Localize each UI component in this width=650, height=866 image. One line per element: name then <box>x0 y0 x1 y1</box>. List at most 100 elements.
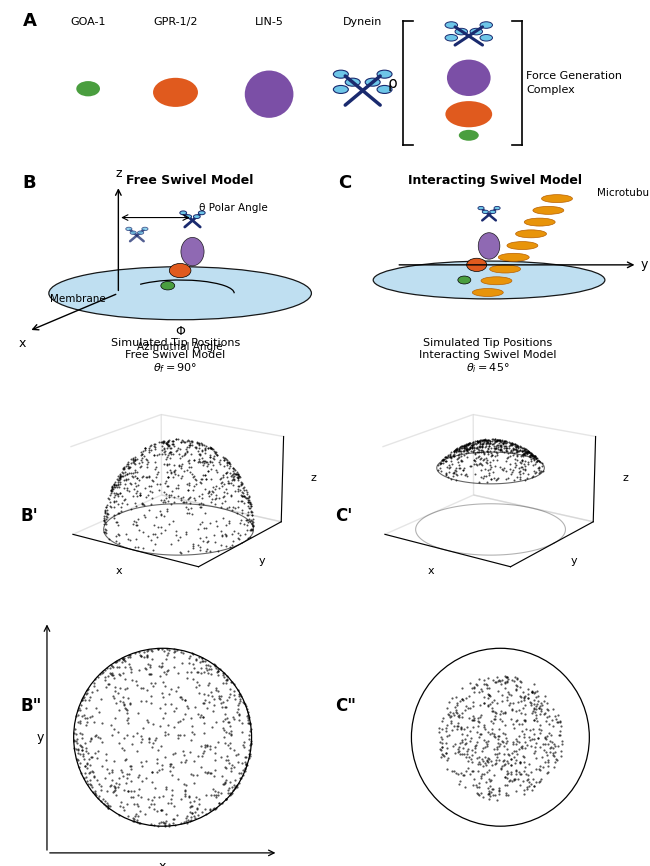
Point <box>136 729 146 743</box>
Point <box>480 758 491 772</box>
Point <box>150 803 160 817</box>
Point <box>143 714 153 728</box>
Point <box>83 746 94 759</box>
Point <box>211 788 221 802</box>
Point <box>118 769 128 783</box>
Point <box>489 788 500 802</box>
Point <box>89 786 99 800</box>
Point <box>77 731 87 745</box>
Point <box>173 731 183 745</box>
Point <box>530 744 540 758</box>
Point <box>136 695 147 708</box>
Point <box>179 727 189 741</box>
Point <box>136 790 147 804</box>
Ellipse shape <box>169 263 191 278</box>
Point <box>233 766 244 780</box>
Point <box>492 695 502 709</box>
Point <box>496 704 506 718</box>
Point <box>241 757 252 771</box>
Point <box>103 677 114 691</box>
Point <box>159 644 169 658</box>
Point <box>166 796 177 810</box>
Point <box>235 766 246 779</box>
Point <box>77 743 87 757</box>
Point <box>523 772 533 785</box>
Point <box>219 730 229 744</box>
Point <box>465 752 476 766</box>
Point <box>168 811 178 825</box>
Point <box>169 720 179 734</box>
Point <box>153 818 163 832</box>
Point <box>534 701 544 714</box>
Point <box>484 787 495 801</box>
Point <box>213 664 224 678</box>
Point <box>534 761 544 775</box>
Point <box>233 683 243 697</box>
Point <box>530 762 541 776</box>
Point <box>173 728 183 742</box>
Point <box>105 799 115 813</box>
Point <box>491 793 502 807</box>
Point <box>226 675 237 689</box>
Point <box>179 748 189 762</box>
Point <box>181 814 192 828</box>
Point <box>547 714 557 727</box>
Point <box>538 737 548 751</box>
Point <box>218 714 229 728</box>
Point <box>493 736 504 750</box>
Point <box>147 765 157 779</box>
Ellipse shape <box>473 288 503 296</box>
Point <box>98 792 109 806</box>
Point <box>185 800 196 814</box>
Ellipse shape <box>507 242 538 249</box>
Point <box>187 719 198 733</box>
Point <box>224 781 235 795</box>
Point <box>160 728 170 742</box>
Point <box>73 701 84 715</box>
Point <box>149 818 159 832</box>
Point <box>500 675 511 689</box>
Point <box>520 714 530 727</box>
Point <box>454 745 464 759</box>
Point <box>495 713 505 727</box>
Point <box>111 654 122 668</box>
Point <box>493 729 503 743</box>
Point <box>444 708 454 721</box>
Point <box>496 762 506 776</box>
Point <box>517 740 527 753</box>
Point <box>205 742 216 756</box>
Point <box>471 676 482 690</box>
Point <box>114 736 124 750</box>
Point <box>499 675 510 689</box>
Point <box>467 709 478 723</box>
Point <box>226 786 236 800</box>
Point <box>157 758 168 772</box>
Point <box>164 643 175 656</box>
Point <box>489 758 500 772</box>
Point <box>536 704 546 718</box>
Point <box>177 712 188 726</box>
Point <box>111 684 121 698</box>
Point <box>188 754 199 768</box>
Point <box>129 784 139 798</box>
Point <box>521 773 532 787</box>
Point <box>529 732 539 746</box>
Point <box>122 682 132 695</box>
Point <box>109 722 119 736</box>
Point <box>86 709 97 723</box>
Point <box>493 746 504 759</box>
Point <box>233 708 244 721</box>
Point <box>120 660 131 674</box>
Point <box>478 791 488 805</box>
Point <box>192 749 203 763</box>
Point <box>477 740 488 754</box>
Point <box>244 747 255 761</box>
Point <box>151 756 162 770</box>
Point <box>474 757 485 771</box>
Point <box>92 683 102 697</box>
Point <box>213 664 224 678</box>
Text: Interacting Swivel Model: Interacting Swivel Model <box>408 174 582 187</box>
Point <box>136 650 146 663</box>
Point <box>494 673 504 687</box>
Point <box>149 798 159 811</box>
